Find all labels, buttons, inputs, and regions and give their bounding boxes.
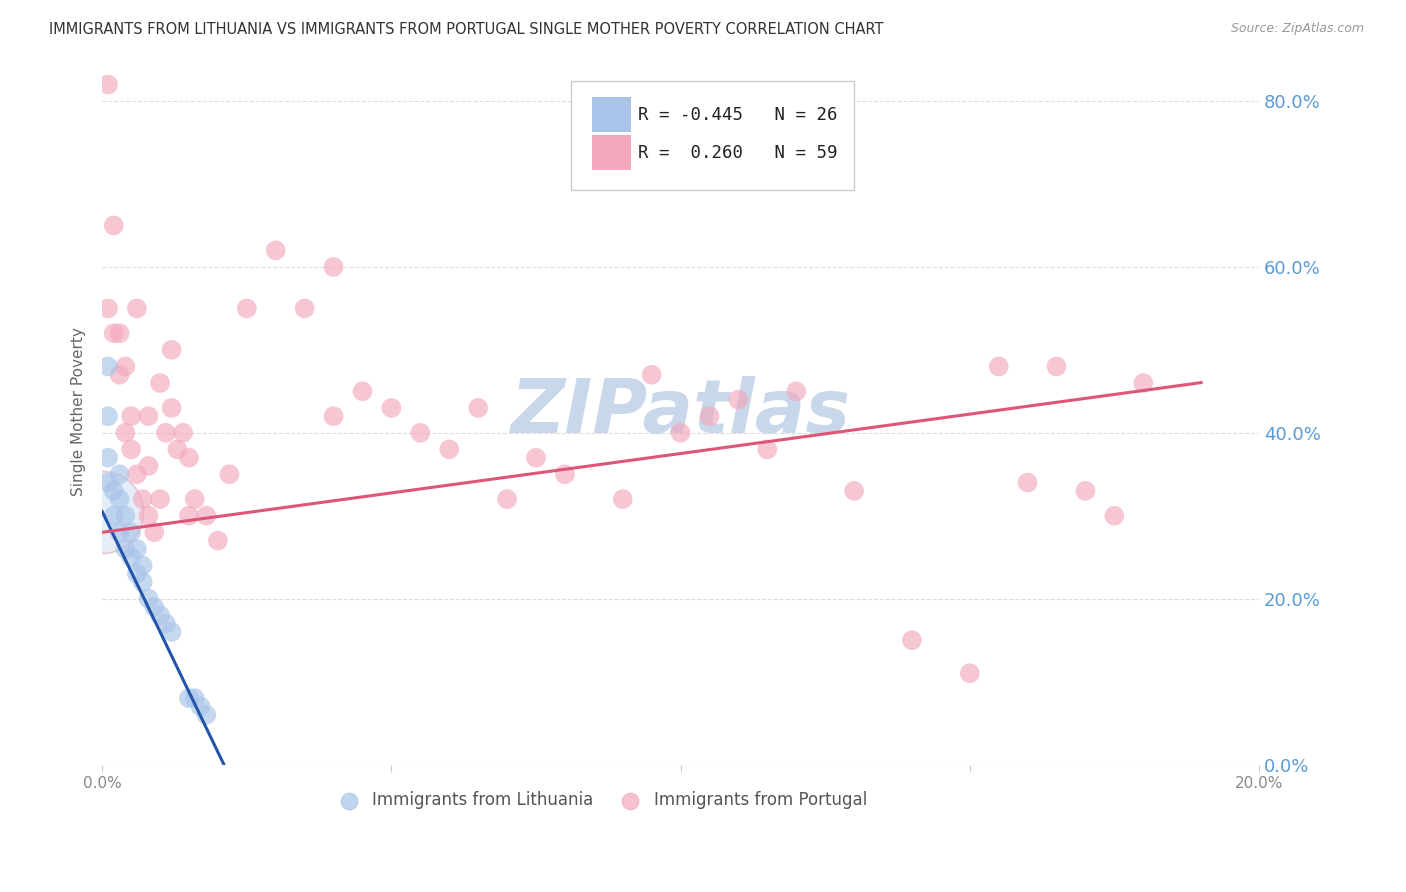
Point — [1104, 508, 1126, 523]
Point — [97, 409, 120, 424]
Point — [184, 691, 207, 706]
Point — [91, 505, 114, 519]
Point — [467, 401, 489, 415]
Point — [727, 392, 749, 407]
Point — [322, 409, 344, 424]
Point — [172, 425, 194, 440]
Point — [120, 525, 142, 540]
Point — [149, 608, 172, 623]
Point — [1045, 359, 1067, 374]
Point — [409, 425, 432, 440]
Point — [120, 409, 142, 424]
Point — [1132, 376, 1154, 390]
Point — [554, 467, 576, 482]
Point — [264, 244, 287, 258]
Point — [496, 492, 519, 507]
Point — [108, 525, 131, 540]
Point — [103, 483, 125, 498]
Point — [207, 533, 229, 548]
FancyBboxPatch shape — [592, 136, 631, 169]
Point — [1074, 483, 1097, 498]
Point — [108, 492, 131, 507]
Text: ZIPatlas: ZIPatlas — [510, 376, 851, 449]
Point — [138, 409, 160, 424]
Point — [97, 301, 120, 316]
Text: IMMIGRANTS FROM LITHUANIA VS IMMIGRANTS FROM PORTUGAL SINGLE MOTHER POVERTY CORR: IMMIGRANTS FROM LITHUANIA VS IMMIGRANTS … — [49, 22, 884, 37]
Point — [143, 599, 166, 614]
Point — [131, 575, 153, 590]
Point — [352, 384, 374, 399]
Point — [114, 425, 136, 440]
Point — [842, 483, 865, 498]
Point — [114, 508, 136, 523]
Point — [218, 467, 240, 482]
Point — [195, 508, 218, 523]
Point — [160, 401, 183, 415]
Point — [190, 699, 212, 714]
Text: Source: ZipAtlas.com: Source: ZipAtlas.com — [1230, 22, 1364, 36]
Point — [103, 326, 125, 341]
Point — [177, 691, 200, 706]
Point — [149, 492, 172, 507]
Point — [177, 508, 200, 523]
Text: R =  0.260   N = 59: R = 0.260 N = 59 — [638, 144, 838, 161]
Point — [524, 450, 547, 465]
Point — [699, 409, 721, 424]
Point — [108, 368, 131, 382]
Point — [120, 442, 142, 457]
Point — [195, 707, 218, 722]
Point — [138, 591, 160, 606]
Point — [97, 475, 120, 490]
Point — [97, 78, 120, 92]
Point — [155, 616, 177, 631]
Point — [669, 425, 692, 440]
Point — [236, 301, 259, 316]
Point — [125, 467, 148, 482]
Point — [97, 359, 120, 374]
Point — [640, 368, 662, 382]
Point — [901, 633, 924, 648]
Point — [987, 359, 1010, 374]
Point — [108, 326, 131, 341]
Point — [149, 376, 172, 390]
Point — [138, 508, 160, 523]
Point — [785, 384, 807, 399]
Point — [108, 467, 131, 482]
Point — [114, 541, 136, 556]
Text: R = -0.445   N = 26: R = -0.445 N = 26 — [638, 105, 838, 124]
Point — [138, 458, 160, 473]
Legend: Immigrants from Lithuania, Immigrants from Portugal: Immigrants from Lithuania, Immigrants fr… — [326, 785, 873, 816]
Point — [103, 219, 125, 233]
Point — [294, 301, 316, 316]
Point — [131, 558, 153, 573]
Point — [177, 450, 200, 465]
Point — [756, 442, 779, 457]
Point — [160, 624, 183, 639]
Point — [143, 525, 166, 540]
Point — [380, 401, 402, 415]
Point — [166, 442, 188, 457]
Point — [120, 550, 142, 565]
Point — [131, 492, 153, 507]
FancyBboxPatch shape — [571, 81, 853, 190]
Point — [103, 508, 125, 523]
Point — [612, 492, 634, 507]
Y-axis label: Single Mother Poverty: Single Mother Poverty — [72, 327, 86, 497]
Point — [125, 301, 148, 316]
Point — [439, 442, 461, 457]
Point — [1017, 475, 1039, 490]
Point — [114, 359, 136, 374]
Point — [155, 425, 177, 440]
Point — [322, 260, 344, 274]
Point — [184, 492, 207, 507]
Point — [160, 343, 183, 357]
Point — [125, 541, 148, 556]
Point — [97, 450, 120, 465]
Point — [125, 566, 148, 581]
FancyBboxPatch shape — [592, 97, 631, 132]
Point — [959, 666, 981, 681]
